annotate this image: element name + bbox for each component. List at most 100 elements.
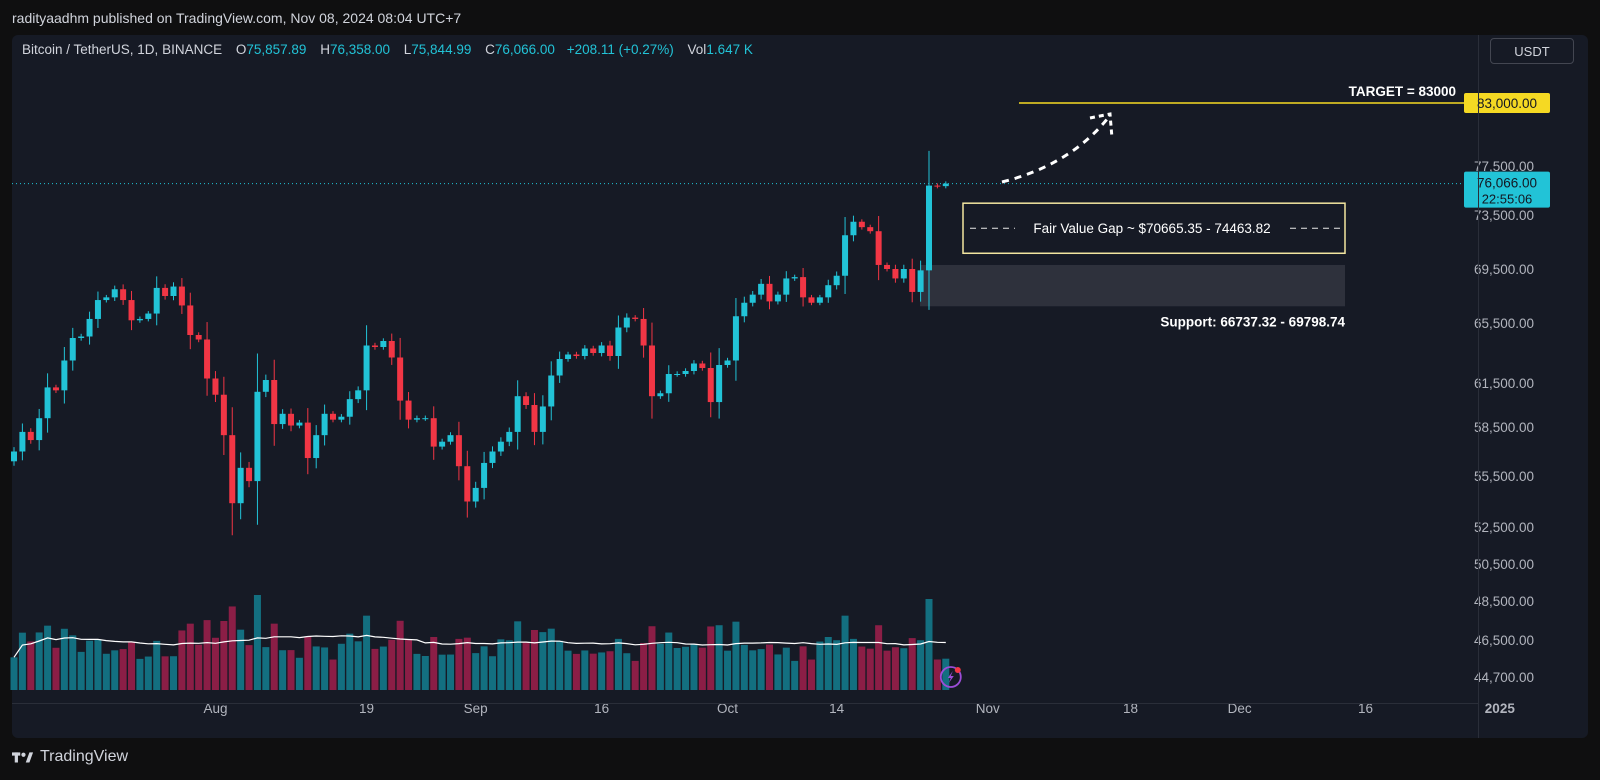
volume-bar [35,632,43,690]
fair-value-gap-box [962,202,1346,255]
volume-bar [833,640,841,690]
volume-bar [648,626,656,690]
fvg-label: Fair Value Gap ~ $70665.35 - 74463.82 [1033,221,1270,236]
target-label: TARGET = 83000 [1349,84,1456,99]
volume-bar [547,628,555,690]
volume-bar [530,630,538,690]
volume-bar [463,637,471,690]
volume-bar [195,644,203,690]
candle [346,399,353,417]
volume-bar [581,650,589,690]
volume-bar [715,625,723,690]
projection-arrow [1001,117,1110,184]
candle [548,375,555,407]
low-value: 75,844.99 [411,42,472,57]
support-label: Support: 66737.32 - 69798.74 [1160,314,1345,329]
volume-bar [858,646,866,690]
candle [237,467,244,504]
volume-bar [421,656,429,690]
candle [220,394,227,436]
volume-bar [732,621,740,690]
candle [271,380,278,425]
candle [900,269,907,279]
candle [699,363,706,368]
volume-bar [640,643,648,690]
candle [581,348,588,356]
notification-dot-icon [954,667,961,673]
time-tick-label: Dec [1228,701,1252,716]
volume-bar [405,639,413,690]
currency-button[interactable]: USDT [1490,38,1574,64]
candle [19,431,26,452]
candle [380,341,387,347]
volume-bar [791,660,799,690]
close-label: C [485,42,495,57]
candle [304,422,311,459]
volume-bar [656,643,664,690]
candle [539,406,546,432]
volume-bar [623,653,631,690]
price-tick-label: 52,500.00 [1474,520,1534,535]
candle [942,183,949,187]
volume-bar [438,654,446,690]
projection-arrowhead [1089,112,1114,139]
price-tick-label: 65,500.00 [1474,316,1534,331]
candle [397,357,404,401]
volume-bar [891,647,899,690]
price-tick-label: 58,500.00 [1474,420,1534,435]
candle [665,374,672,394]
candle [329,413,336,420]
footer-brand: TradingView [40,748,129,765]
time-tick-label: 16 [1358,701,1373,716]
candle [455,435,462,467]
volume-bar [539,632,547,690]
volume-bar [245,645,253,690]
candle [363,345,370,391]
volume-bar [598,652,606,690]
volume-bar [128,642,136,690]
volume-bar [514,621,522,690]
candle [741,302,748,317]
candle [86,318,93,337]
volume-bar [900,648,908,690]
candle [103,297,110,301]
volume-bar [917,640,925,690]
candle [607,345,614,356]
volume-bar [203,620,211,690]
volume-bar [782,647,790,690]
symbol-title[interactable]: Bitcoin / TetherUS, 1D, BINANCE [22,42,223,57]
volume-bar [430,637,438,690]
candle [464,466,471,502]
candle [355,390,362,400]
candle [632,317,639,319]
tradingview-watermark[interactable]: TradingView [12,748,128,766]
time-tick-label: Oct [717,701,738,716]
price-tick-label: 55,500.00 [1474,469,1534,484]
candle [497,441,504,452]
price-tick-label: 77,500.00 [1474,159,1534,174]
candle [850,221,857,236]
target-price-label: 83,000.00 [1477,96,1537,111]
candle [875,231,882,265]
volume-bar [169,656,177,690]
candle [783,278,790,295]
candle [136,318,143,321]
volume-bar [749,650,757,690]
candle [867,227,874,232]
candle [447,435,454,442]
volume-bar [337,643,345,690]
candle [313,435,320,459]
last-price-badge [1464,171,1550,208]
candle [884,264,891,269]
volume-bar [371,648,379,690]
volume-bar [631,660,639,690]
volume-bar [144,656,152,690]
candle [523,396,530,405]
candle [707,368,714,403]
candle [61,360,68,391]
candle [288,413,295,426]
volume-bar [942,658,950,690]
publish-info: radityaadhm published on TradingView.com… [12,10,462,26]
volume-bar [136,658,144,690]
